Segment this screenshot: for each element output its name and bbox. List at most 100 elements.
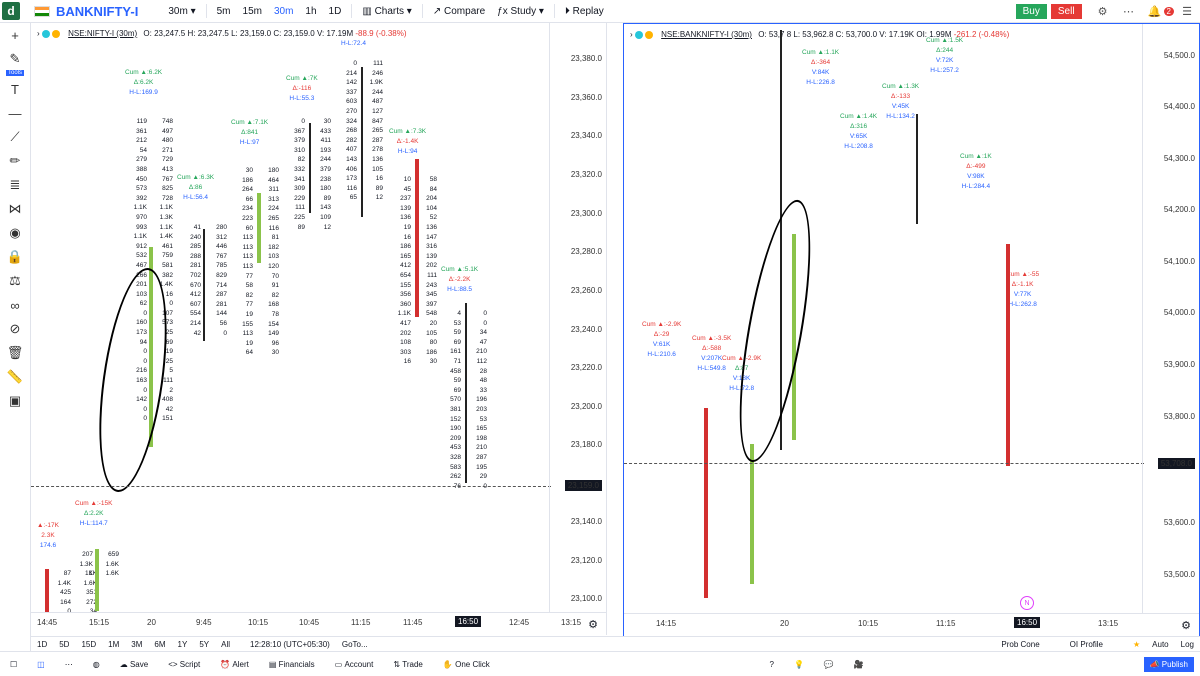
chat-icon[interactable]: 💬 [823, 659, 834, 669]
line-tool-icon[interactable]: — [8, 105, 22, 121]
alert-button[interactable]: ⏰ Alert [220, 659, 249, 669]
menu-icon[interactable]: ☰ [1182, 5, 1192, 18]
stat-block: Cum ▲:1.4K Δ:316 V:65K H-L:208.8 [840, 113, 878, 150]
link-icon[interactable]: ∞ [10, 297, 20, 313]
buy-button[interactable]: Buy [1015, 3, 1047, 19]
goto-button[interactable]: GoTo... [341, 639, 368, 649]
eye-off-icon[interactable]: ⊘ [9, 321, 21, 336]
save-button[interactable]: ☁ Save [119, 659, 149, 669]
footprint-row: 119 748 [136, 118, 173, 125]
pen-icon[interactable]: ✎ [9, 51, 21, 66]
footprint-row: 214 246 [346, 69, 383, 77]
lightbulb-icon[interactable]: 💡 [793, 659, 804, 669]
range-bar: 1D 5D 15D 1M 3M 6M 1Y 5Y All 12:28:10 (U… [31, 636, 1200, 651]
time-axis[interactable]: 14:45 15:15 20 9:45 10:15 10:45 11:15 11… [31, 612, 606, 635]
series-name[interactable]: NSE:BANKNIFTY-I (30m) [661, 30, 752, 39]
news-badge[interactable]: N [1020, 596, 1034, 610]
interval-1h[interactable]: 1h [305, 5, 317, 17]
range-15d[interactable]: 15D [81, 639, 97, 649]
footprint-row: 264 311 [242, 186, 279, 194]
video-icon[interactable]: 🎥 [853, 659, 864, 669]
more-icon[interactable]: ⋯ [64, 659, 73, 669]
range-6m[interactable]: 6M [154, 639, 166, 649]
publish-button[interactable]: 📣 Publish [1143, 656, 1194, 672]
range-5y[interactable]: 5Y [199, 639, 210, 649]
bell-icon[interactable]: 🔔 [1147, 5, 1162, 18]
tools-label: Tools [6, 70, 25, 76]
script-button[interactable]: <> Script [168, 659, 201, 669]
mouse-icon[interactable]: ◉ [9, 225, 21, 240]
oi-profile-button[interactable]: OI Profile [1069, 639, 1103, 649]
range-1y[interactable]: 1Y [177, 639, 188, 649]
wick [916, 114, 918, 224]
interval-1d[interactable]: 1D [328, 5, 342, 17]
collapse-chevron-icon[interactable]: › [37, 29, 40, 38]
gear-icon[interactable]: ⚙ [588, 619, 598, 631]
stat-block: Cum ▲:-15K Δ:2.2K H-L:114.7 [75, 500, 113, 527]
range-5d[interactable]: 5D [59, 639, 70, 649]
ruler-icon[interactable]: 📏 [6, 369, 24, 384]
footprint-row: 202 105 [400, 329, 437, 337]
footprint-row: 143 136 [346, 155, 383, 163]
trash-icon[interactable]: 🗑 [6, 345, 24, 360]
crosshair-icon[interactable]: + [11, 27, 19, 43]
more-icon[interactable]: ⋯ [1123, 5, 1135, 18]
compare-button[interactable]: ↗ Compare [432, 5, 486, 17]
footprint-row: 279 729 [136, 156, 173, 164]
hl-label: H-L:72.4 [341, 40, 366, 47]
single-layout-icon[interactable]: ☐ [10, 659, 18, 669]
one-click-button[interactable]: ✋ One Click [442, 659, 490, 669]
help-icon[interactable]: ? [769, 659, 774, 669]
replay-button[interactable]: ⏵ Replay [564, 5, 604, 17]
sell-button[interactable]: Sell [1050, 3, 1082, 19]
star-icon[interactable]: ★ [1133, 639, 1141, 649]
play-circle-icon: ⏵ [564, 5, 570, 17]
pattern-icon[interactable]: ⋈ [8, 201, 22, 216]
lock-icon[interactable]: 🔒 [6, 249, 24, 264]
range-3m[interactable]: 3M [131, 639, 143, 649]
brush-icon[interactable]: ⟋ [10, 129, 20, 144]
interval-5m[interactable]: 5m [216, 5, 231, 17]
financials-button[interactable]: ▤ Financials [268, 659, 315, 669]
price-axis[interactable]: 54,500.0 54,400.0 54,300.0 54,200.0 54,1… [1142, 24, 1199, 614]
footprint-row: 458 28 [450, 367, 487, 375]
text-icon[interactable]: T [11, 81, 19, 97]
prob-cone-button[interactable]: Prob Cone [1001, 639, 1040, 649]
weight-icon[interactable]: ⚖ [9, 273, 21, 288]
chart-pane-banknifty[interactable]: › NSE:BANKNIFTY-I (30m) O: 53,7 8 L: 53,… [623, 23, 1200, 637]
range-all[interactable]: All [221, 639, 231, 649]
charts-button[interactable]: ▥ Charts ▾ [362, 5, 412, 17]
stat-block: Cum ▲:1K Δ:-499 V:98K H-L:284.4 [960, 153, 992, 190]
range-1m[interactable]: 1M [108, 639, 120, 649]
interval-dropdown[interactable]: 30m ▾ [168, 5, 196, 17]
legend-volume: V: 17.19K [879, 30, 915, 39]
study-button[interactable]: ƒx Study ▾ [497, 5, 544, 17]
fib-icon[interactable]: ≣ [9, 177, 21, 192]
symbol-search[interactable]: BANKNIFTY-I [56, 3, 139, 19]
footprint-row: 216 5 [136, 367, 173, 375]
time-axis[interactable]: 14:15 20 10:15 11:15 16:50 13:15 [624, 613, 1199, 636]
pencil-icon[interactable]: ✏ [9, 153, 21, 168]
palette-icon[interactable]: ◍ [92, 659, 100, 669]
auto-scale-button[interactable]: Auto [1152, 639, 1169, 649]
gear-icon[interactable]: ⚙ [1097, 5, 1108, 18]
collapse-chevron-icon[interactable]: › [630, 30, 633, 39]
account-button[interactable]: ▭ Account [334, 659, 374, 669]
legend-low: L: 23,159.0 [231, 29, 272, 38]
series-name[interactable]: NSE:NIFTY-I (30m) [68, 29, 138, 38]
annotation-oval[interactable] [725, 195, 825, 467]
range-1d[interactable]: 1D [37, 639, 48, 649]
gear-icon[interactable]: ⚙ [1181, 620, 1191, 632]
footprint-row: 970 1.3K [136, 213, 173, 221]
split-layout-icon[interactable]: ◫ [37, 659, 45, 669]
interval-15m[interactable]: 15m [242, 5, 262, 17]
chart-pane-nifty[interactable]: › NSE:NIFTY-I (30m) O: 23,247.5 H: 23,24… [31, 23, 607, 635]
footprint-row: 59 34 [453, 329, 487, 337]
interval-30m[interactable]: 30m [273, 5, 294, 17]
price-axis[interactable]: 23,380.0 23,360.0 23,340.0 23,320.0 23,3… [549, 23, 606, 613]
trade-button[interactable]: ⇅ Trade [393, 659, 423, 669]
footprint-row: 87 1K [63, 570, 97, 577]
screenshot-icon[interactable]: ▣ [8, 393, 22, 408]
candle-bar [45, 569, 49, 613]
log-scale-button[interactable]: Log [1180, 639, 1194, 649]
